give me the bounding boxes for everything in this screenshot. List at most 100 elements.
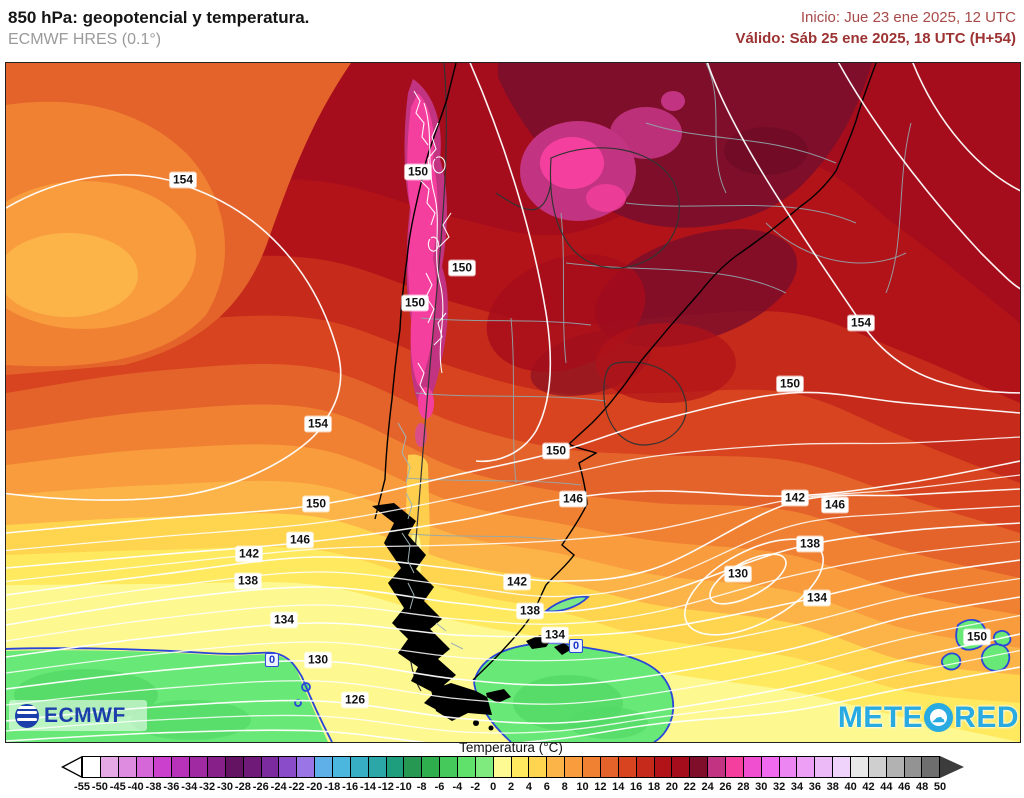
colorbar-tick: -45 <box>109 781 126 793</box>
page-title: 850 hPa: geopotencial y temperatura. <box>8 8 310 27</box>
colorbar-tick: -14 <box>360 781 376 793</box>
colorbar-tick: -18 <box>324 781 341 793</box>
colorbar-cell <box>885 756 904 778</box>
geopotential-contours <box>6 63 1020 636</box>
colorbar-tick: 20 <box>665 781 678 793</box>
run-init-time: Inicio: Jue 23 ene 2025, 12 UTC <box>800 9 1016 26</box>
colorbar-tick: -2 <box>470 781 481 793</box>
colorbar-tick: 40 <box>844 781 857 793</box>
colorbar-cell <box>457 756 475 778</box>
colorbar-cell <box>689 756 708 778</box>
colorbar-cell <box>742 756 761 778</box>
colorbar-tick: -50 <box>91 781 108 793</box>
colorbar-cell <box>82 756 100 778</box>
colorbar-tick: 26 <box>719 781 732 793</box>
colorbar-cell <box>867 756 886 778</box>
colorbar-cell <box>99 756 118 778</box>
colorbar-cell <box>921 756 941 778</box>
colorbar-tick: -20 <box>306 781 323 793</box>
colorbar-tick: -8 <box>416 781 427 793</box>
colorbar-tick: -6 <box>434 781 445 793</box>
colorbar-cell <box>296 756 315 778</box>
colorbar-cells <box>82 756 941 778</box>
colorbar-tick: 50 <box>933 781 947 793</box>
colorbar-cell <box>260 756 279 778</box>
colorbar-cell <box>849 756 868 778</box>
colorbar-cell <box>189 756 208 778</box>
admin-borders <box>397 63 912 542</box>
hot-core-patches <box>486 63 872 403</box>
colorbar-cell <box>510 756 529 778</box>
colorbar-cell <box>385 756 404 778</box>
colorbar-cell <box>421 756 440 778</box>
colorbar-tick: 2 <box>507 781 515 793</box>
cloud-o-icon: ☁ <box>924 703 954 732</box>
colorbar-cell <box>528 756 547 778</box>
colorbar-tick: -34 <box>181 781 198 793</box>
colorbar-tick: -24 <box>270 781 287 793</box>
map-canvas <box>6 63 1020 742</box>
map-container: ECMWF METE ☁ RED <box>5 62 1021 743</box>
colorbar-cell <box>635 756 654 778</box>
colorbar-tick: -12 <box>377 781 394 793</box>
colorbar-cell <box>546 756 565 778</box>
colorbar-tick: -16 <box>342 781 359 793</box>
colorbar-tick: 48 <box>916 781 929 793</box>
colorbar-tick: 10 <box>576 781 589 793</box>
colorbar-tick: 16 <box>630 781 643 793</box>
colorbar-tick: -28 <box>234 781 251 793</box>
colorbar-tick: 42 <box>862 781 875 793</box>
colorbar-right-arrow <box>940 756 964 778</box>
colorbar-tick: -38 <box>145 781 162 793</box>
colorbar-tick: 32 <box>773 781 786 793</box>
colorbar-tick: 8 <box>561 781 568 793</box>
colorbar-cell <box>760 756 779 778</box>
colorbar-cell <box>832 756 850 778</box>
colorbar <box>0 756 1024 778</box>
colorbar-tick: 14 <box>612 781 625 793</box>
colorbar-left-arrow <box>61 756 82 778</box>
colorbar-tick: 46 <box>898 781 911 793</box>
colorbar-tick: 18 <box>647 781 661 793</box>
colorbar-tick: 24 <box>701 781 714 793</box>
valid-time: Válido: Sáb 25 ene 2025, 18 UTC (H+54) <box>735 30 1016 47</box>
colorbar-cell <box>439 756 458 778</box>
patagonia-landmass <box>372 503 572 731</box>
meteored-logo-suffix: RED <box>954 700 1019 734</box>
colorbar-tick: 22 <box>683 781 696 793</box>
meteored-logo: METE ☁ RED <box>813 701 1019 734</box>
colorbar-cell <box>582 756 600 778</box>
colorbar-cell <box>599 756 618 778</box>
colorbar-cell <box>349 756 368 778</box>
northwest-warm-pool <box>6 63 351 375</box>
ecmwf-logo-text: ECMWF <box>44 703 126 727</box>
colorbar-cell <box>617 756 636 778</box>
colorbar-cell <box>492 756 511 778</box>
colorbar-cell <box>707 756 725 778</box>
colorbar-cell <box>314 756 333 778</box>
colorbar-tick: 44 <box>880 781 893 793</box>
colorbar-tick: 0 <box>490 781 497 793</box>
colorbar-cell <box>903 756 922 778</box>
colorbar-cell <box>207 756 225 778</box>
colorbar-title: Temperatura (°C) <box>459 740 563 755</box>
colorbar-cell <box>671 756 690 778</box>
colorbar-cell <box>724 756 743 778</box>
colorbar-cell <box>117 756 136 778</box>
colorbar-cell <box>474 756 493 778</box>
colorbar-cell <box>135 756 154 778</box>
colorbar-cell <box>796 756 815 778</box>
colorbar-cell <box>278 756 297 778</box>
colorbar-tick: -4 <box>452 781 463 793</box>
andes-contour-fragments <box>413 90 452 396</box>
colorbar-cell <box>403 756 422 778</box>
colorbar-cell <box>778 756 797 778</box>
meteored-logo-prefix: METE <box>837 700 924 734</box>
colorbar-cell <box>332 756 350 778</box>
colorbar-tick: 12 <box>594 781 607 793</box>
ecmwf-logo: ECMWF <box>9 700 147 731</box>
colorbar-cell <box>367 756 386 778</box>
colorbar-cell <box>653 756 672 778</box>
model-subtitle: ECMWF HRES (0.1°) <box>8 31 162 48</box>
